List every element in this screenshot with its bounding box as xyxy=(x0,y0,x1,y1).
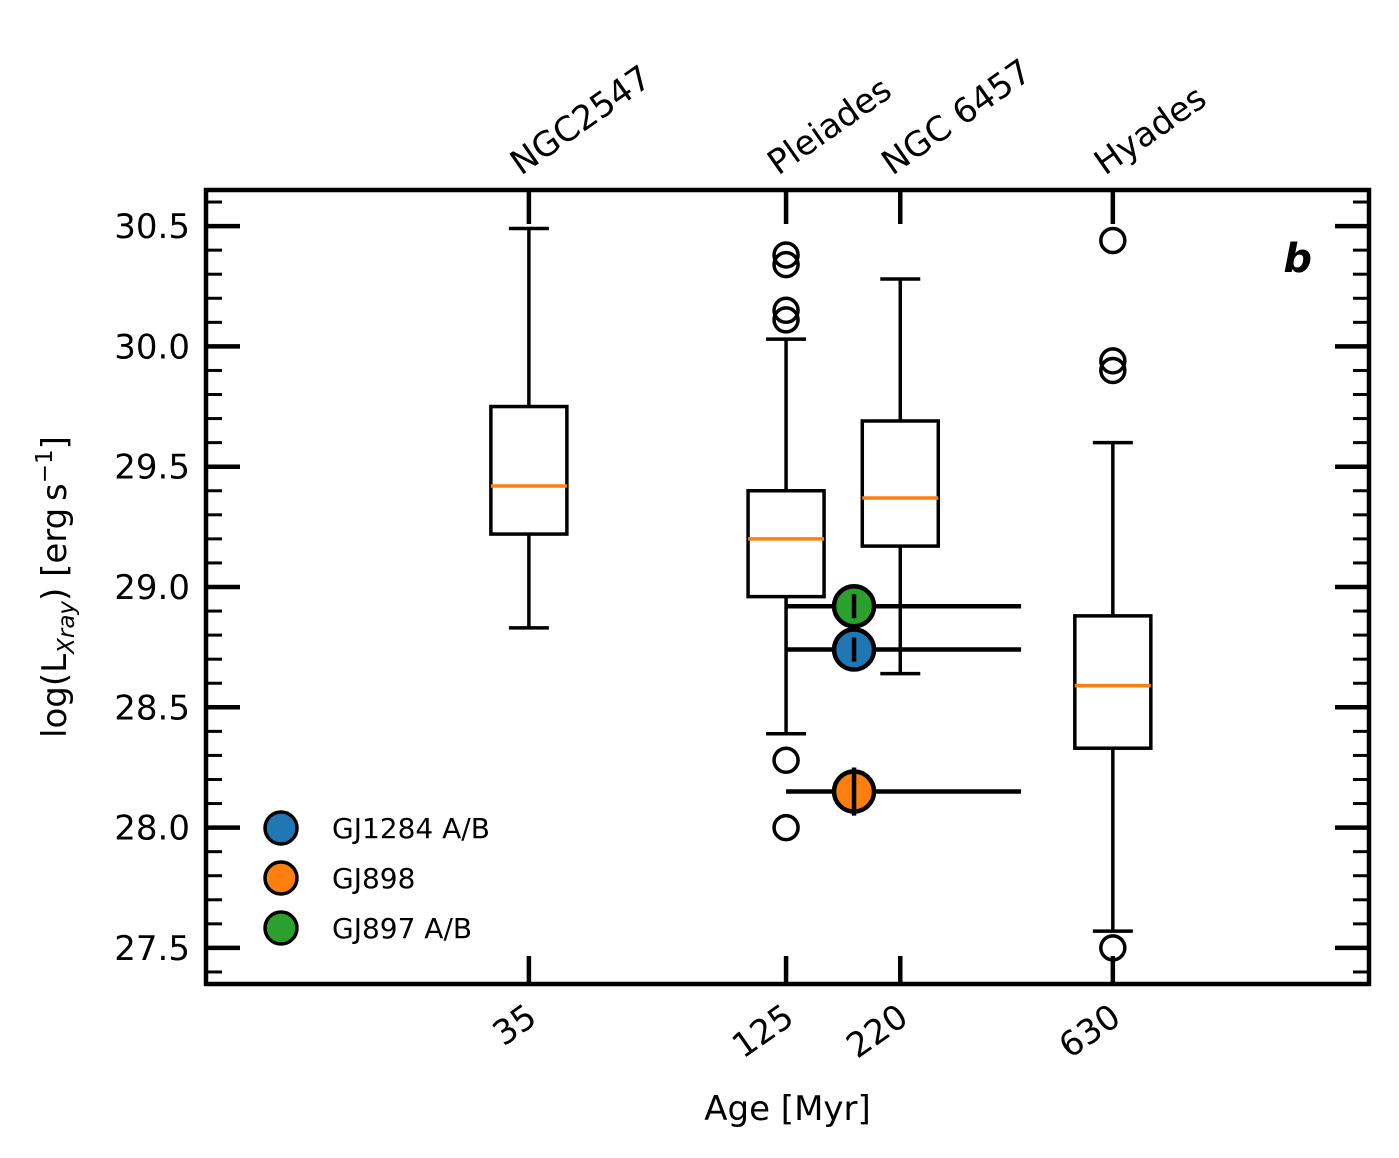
x-axis-title: Age [Myr] xyxy=(704,1089,871,1129)
iqr-box xyxy=(746,489,826,599)
box-group-ngc2547 xyxy=(489,226,569,630)
y-tick-label: 28.0 xyxy=(114,809,190,849)
box-group-hyades xyxy=(1073,226,1153,962)
outlier-point xyxy=(1099,347,1127,375)
x-tick-label: 35 xyxy=(486,997,544,1055)
y-axis-title: log(LXray) [erg s−1] xyxy=(32,436,80,738)
y-tick-label: 30.5 xyxy=(114,207,190,247)
outlier-point xyxy=(772,813,800,842)
iqr-box xyxy=(489,404,569,536)
legend-marker xyxy=(263,910,299,946)
box-group-ngc-6457 xyxy=(860,277,941,676)
y-tick-label: 29.5 xyxy=(114,448,190,488)
panel-letter: b xyxy=(1283,236,1312,282)
iqr-box xyxy=(860,419,941,548)
legend-marker xyxy=(263,810,299,846)
outlier-point xyxy=(772,306,800,334)
y-tick-label: 28.5 xyxy=(114,688,190,728)
target-gj1284-a-b xyxy=(786,627,1022,672)
legend-label: GJ897 A/B xyxy=(332,912,472,945)
x-tick-label: 630 xyxy=(1052,997,1128,1067)
legend: GJ1284 A/B GJ898 GJ897 A/B xyxy=(263,810,490,946)
y-tick-label: 27.5 xyxy=(114,929,190,969)
outlier-point xyxy=(772,241,800,269)
x-tick-label: 220 xyxy=(839,997,915,1067)
iqr-box xyxy=(1073,614,1153,750)
cluster-name-label: Hyades xyxy=(1087,78,1214,183)
legend-marker xyxy=(263,860,299,896)
x-tick-label: 125 xyxy=(725,997,801,1067)
outlier-point xyxy=(772,746,800,774)
plot-area xyxy=(489,226,1153,962)
box-group-pleiades xyxy=(746,241,826,842)
y-tick-label: 30.0 xyxy=(114,327,190,367)
legend-label: GJ898 xyxy=(332,862,415,895)
cluster-name-label: NGC2547 xyxy=(503,58,659,184)
y-tick-label: 29.0 xyxy=(114,568,190,608)
target-gj897-a-b xyxy=(786,583,1022,629)
axis-labels: 27.5 28.0 28.5 29.0 29.5 30.0 30.5 35 NGC2547 125… xyxy=(32,51,1312,1129)
cluster-name-label: NGC 6457 xyxy=(874,51,1039,183)
axis-ticks xyxy=(206,190,1369,984)
target-gj898 xyxy=(786,767,1022,816)
outlier-point xyxy=(772,250,800,279)
outlier-point xyxy=(772,296,800,325)
legend-label: GJ1284 A/B xyxy=(332,812,490,845)
cluster-name-label: Pleiades xyxy=(760,70,899,184)
outlier-point xyxy=(1099,356,1127,385)
outlier-point xyxy=(1099,226,1127,255)
